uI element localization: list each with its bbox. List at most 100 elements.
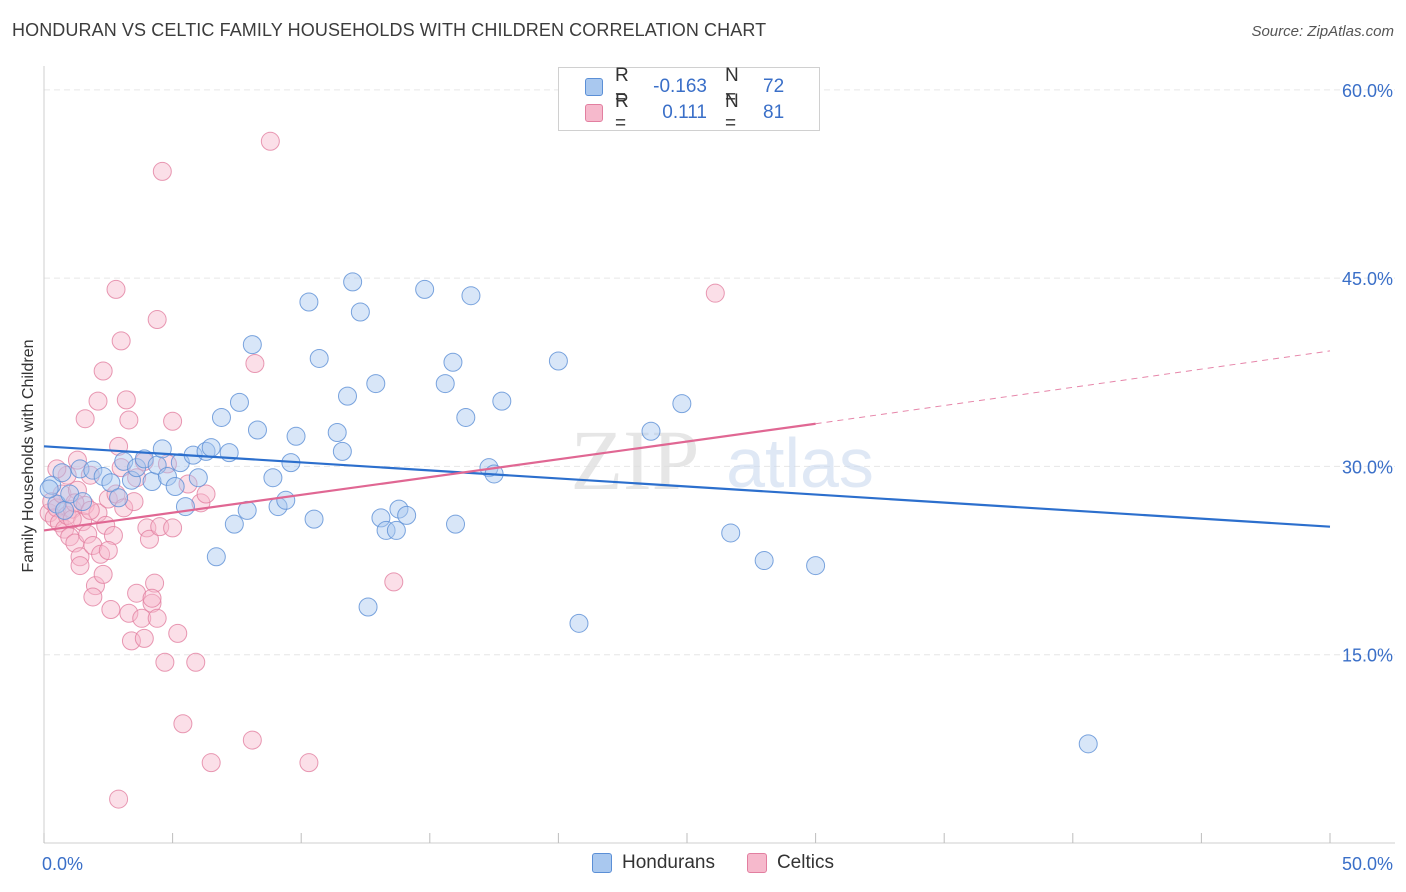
hondurans-point: [47, 494, 67, 514]
celtics-point: [124, 492, 144, 512]
hondurans-point: [83, 460, 103, 480]
hondurans-point: [211, 407, 231, 427]
hondurans-point: [806, 556, 826, 576]
celtics-point: [134, 628, 154, 648]
celtics-point: [201, 753, 221, 773]
n-value-celtics: 81: [763, 102, 785, 123]
y-tick-label: 30.0%: [1342, 457, 1393, 477]
hondurans-point: [206, 547, 226, 567]
celtics-point: [142, 593, 162, 613]
celtics-point: [142, 588, 162, 608]
hondurans-point: [461, 286, 481, 306]
legend-row-celtics: R = 0.111 N = 81: [559, 91, 803, 134]
legend-label-hondurans: Hondurans: [622, 852, 715, 873]
hondurans-point: [121, 470, 141, 490]
hondurans-point: [397, 505, 417, 525]
celtics-point: [163, 411, 183, 431]
hondurans-point: [175, 497, 195, 517]
celtics-point: [163, 518, 183, 538]
hondurans-point: [343, 272, 363, 292]
hondurans-point: [376, 520, 396, 540]
celtics-point: [147, 310, 167, 330]
celtics-point: [168, 623, 188, 643]
r-label: R =: [615, 91, 629, 134]
hondurans-point: [337, 386, 357, 406]
celtics-point: [705, 283, 725, 303]
hondurans-point: [101, 473, 121, 493]
celtics-point: [103, 525, 123, 545]
celtics-point: [299, 753, 319, 773]
celtics-point: [75, 409, 95, 429]
source-label: Source: ZipAtlas.com: [1251, 23, 1394, 40]
celtics-point: [119, 410, 139, 430]
hondurans-point: [358, 597, 378, 617]
celtics-trend-line: [43, 422, 816, 532]
hondurans-point: [371, 508, 391, 528]
tick-labels: 15.0% 30.0% 45.0% 60.0% 0.0% 50.0%: [42, 81, 1393, 874]
watermark: ZIP atlas: [571, 412, 874, 508]
hondurans-point: [242, 335, 262, 355]
r-value-celtics: 0.111: [662, 102, 707, 123]
r-value-hondurans: -0.163: [653, 76, 707, 97]
hondurans-point: [165, 476, 185, 496]
hondurans-trend-line: [43, 445, 1331, 528]
hondurans-point: [415, 279, 435, 299]
hondurans-point: [492, 391, 512, 411]
legend-item-celtics[interactable]: Celtics: [746, 852, 834, 874]
hondurans-point: [73, 492, 93, 512]
celtics-point: [145, 573, 165, 593]
hondurans-point: [443, 352, 463, 372]
correlation-legend: R = -0.163 N = 72 R = 0.111 N = 81: [558, 65, 820, 134]
x-tick-label-min: 0.0%: [42, 854, 83, 874]
hondurans-point: [229, 392, 249, 412]
celtics-point: [70, 556, 90, 576]
celtics-point: [116, 390, 136, 410]
celtics-point: [119, 603, 139, 623]
hondurans-point: [55, 500, 75, 520]
celtics-swatch: [585, 104, 603, 122]
celtics-point: [186, 652, 206, 672]
celtics-point: [245, 353, 265, 373]
chart-title: HONDURAN VS CELTIC FAMILY HOUSEHOLDS WIT…: [12, 20, 767, 40]
celtics-point: [242, 730, 262, 750]
hondurans-legend-swatch: [592, 853, 612, 873]
celtics-point: [139, 529, 159, 549]
r-label: R =: [615, 65, 629, 108]
grid-lines: [44, 89, 1395, 656]
watermark-zip: ZIP: [571, 412, 700, 508]
hondurans-point: [188, 468, 208, 488]
hondurans-point: [52, 463, 72, 483]
hondurans-point: [1078, 734, 1098, 754]
hondurans-point: [569, 613, 589, 633]
celtics-point: [127, 583, 147, 603]
celtics-point: [111, 331, 131, 351]
hondurans-point: [386, 520, 406, 540]
hondurans-point: [93, 466, 113, 486]
hondurans-point: [201, 438, 221, 458]
hondurans-point: [224, 514, 244, 534]
hondurans-point: [157, 466, 177, 486]
legend-label-celtics: Celtics: [776, 852, 834, 873]
hondurans-point: [299, 292, 319, 312]
hondurans-point: [548, 351, 568, 371]
celtics-point: [83, 587, 103, 607]
y-tick-label: 45.0%: [1342, 269, 1393, 289]
hondurans-point: [350, 302, 370, 322]
hondurans-point: [754, 551, 774, 571]
celtics-point: [85, 576, 105, 596]
y-tick-label: 15.0%: [1342, 646, 1393, 666]
celtics-point: [132, 608, 152, 628]
legend-item-hondurans[interactable]: Hondurans: [592, 852, 715, 874]
hondurans-point: [366, 374, 386, 394]
celtics-point: [260, 131, 280, 151]
hondurans-point: [672, 394, 692, 414]
trend-lines: [43, 350, 1331, 532]
y-tick-label: 60.0%: [1342, 81, 1393, 101]
hondurans-point: [309, 348, 329, 368]
celtics-point: [196, 484, 216, 504]
hondurans-point: [263, 468, 283, 488]
celtics-point: [93, 361, 113, 381]
axes: [43, 66, 1395, 844]
hondurans-point: [276, 490, 296, 510]
celtics-point: [127, 468, 147, 488]
